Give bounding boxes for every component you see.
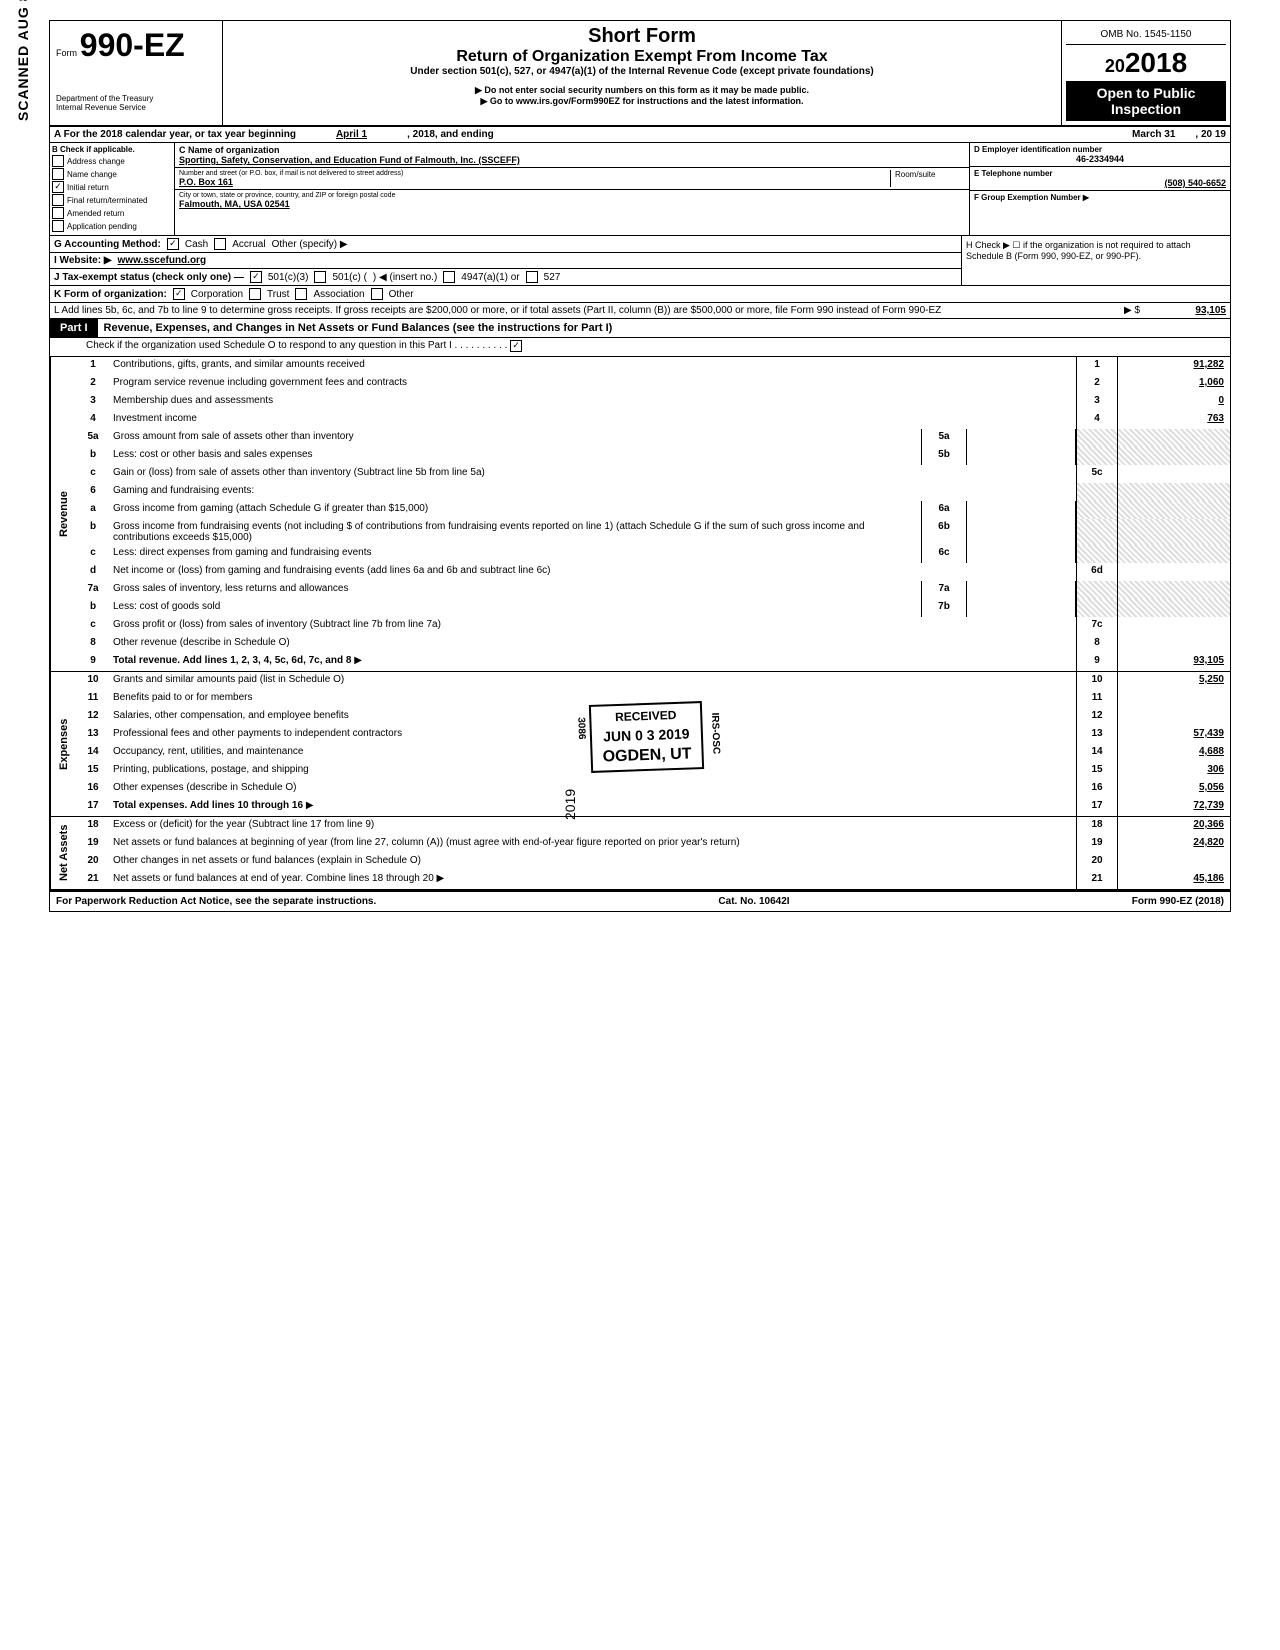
goto-url: ▶ Go to www.irs.gov/Form990EZ for instru…: [231, 96, 1053, 107]
org-name: Sporting, Safety, Conservation, and Educ…: [179, 155, 965, 165]
line15-val: 306: [1118, 762, 1230, 780]
chk-501c3[interactable]: ✓: [250, 271, 262, 283]
chk-address-change[interactable]: Address change: [52, 155, 172, 167]
footer-year-stamp: 2019: [562, 780, 578, 920]
revenue-side-label: Revenue: [50, 357, 77, 671]
cat-no: Cat. No. 10642I: [718, 896, 789, 907]
dln-number: 2949216639708 9: [918, 0, 1200, 1]
under-section: Under section 501(c), 527, or 4947(a)(1)…: [231, 66, 1053, 77]
line1-val: 91,282: [1118, 357, 1230, 375]
org-name-label: C Name of organization: [179, 145, 965, 155]
netassets-side-label: Net Assets: [50, 817, 77, 889]
chk-initial-return[interactable]: ✓Initial return: [52, 181, 172, 193]
chk-pending[interactable]: Application pending: [52, 220, 172, 232]
received-stamp: RECEIVED JUN 0 3 2019 OGDEN, UT IRS-OSC …: [589, 701, 704, 773]
tax-year: 202018: [1066, 44, 1226, 81]
end-year: , 20 19: [1195, 129, 1226, 140]
chk-501c[interactable]: [314, 271, 326, 283]
line9-val: 93,105: [1118, 653, 1230, 671]
chk-corp[interactable]: ✓: [173, 288, 185, 300]
part1-title: Revenue, Expenses, and Changes in Net As…: [98, 319, 619, 337]
section-de: D Employer identification number 46-2334…: [970, 143, 1230, 235]
row-g: G Accounting Method: ✓Cash Accrual Other…: [50, 236, 961, 253]
line14-val: 4,688: [1118, 744, 1230, 762]
line13-val: 57,439: [1118, 726, 1230, 744]
city-label: City or town, state or province, country…: [179, 192, 965, 199]
short-form-title: Short Form: [231, 25, 1053, 48]
section-c: C Name of organization Sporting, Safety,…: [175, 143, 970, 235]
form-page: SCANNED AUG 8 2019 Form 990-EZ Departmen…: [49, 20, 1231, 912]
form-prefix: Form: [56, 48, 77, 58]
row-k: K Form of organization: ✓Corporation Tru…: [50, 286, 1230, 303]
chk-final-return[interactable]: Final return/terminated: [52, 194, 172, 206]
ein-value: 46-2334944: [974, 154, 1226, 164]
netassets-section: Net Assets 18Excess or (deficit) for the…: [50, 817, 1230, 891]
open-public-badge: Open to Public Inspection: [1066, 81, 1226, 121]
line17-val: 72,739: [1118, 798, 1230, 816]
title-cell: Short Form Return of Organization Exempt…: [223, 21, 1062, 125]
chk-amended[interactable]: Amended return: [52, 207, 172, 219]
row-i: I Website: ▶ www.sscefund.org: [50, 253, 961, 269]
phone-label: E Telephone number: [974, 169, 1226, 178]
form-header: Form 990-EZ Department of the Treasury I…: [50, 21, 1230, 127]
chk-schedule-o[interactable]: ✓: [510, 340, 522, 352]
part1-check-line: Check if the organization used Schedule …: [82, 338, 1230, 356]
chk-527[interactable]: [526, 271, 538, 283]
line21-val: 45,186: [1118, 871, 1230, 889]
form-number-cell: Form 990-EZ Department of the Treasury I…: [50, 21, 223, 125]
addr-value: P.O. Box 161: [179, 177, 890, 187]
chk-4947[interactable]: [443, 271, 455, 283]
line18-val: 20,366: [1118, 817, 1230, 835]
row-a-label: A For the 2018 calendar year, or tax yea…: [54, 129, 296, 140]
expenses-side-label: Expenses: [50, 672, 77, 816]
info-grid: B Check if applicable. Address change Na…: [50, 143, 1230, 236]
ein-label: D Employer identification number: [974, 145, 1226, 154]
scanned-stamp: SCANNED AUG 8 2019: [15, 0, 31, 121]
gross-receipts: 93,105: [1146, 305, 1226, 316]
omb-cell: OMB No. 1545-1150 202018 Open to Public …: [1062, 21, 1230, 125]
begin-date: April 1: [336, 129, 367, 140]
row-a-mid: , 2018, and ending: [407, 129, 494, 140]
chk-accrual[interactable]: [214, 238, 226, 250]
part1-label: Part I: [50, 319, 98, 337]
row-a-tax-year: A For the 2018 calendar year, or tax yea…: [50, 127, 1230, 143]
return-title: Return of Organization Exempt From Incom…: [231, 48, 1053, 66]
phone-value: (508) 540-6652: [974, 178, 1226, 188]
line10-val: 5,250: [1118, 672, 1230, 690]
row-h: H Check ▶ ☐ if the organization is not r…: [961, 236, 1230, 285]
website-value: www.sscefund.org: [118, 255, 207, 266]
part1-header: Part I Revenue, Expenses, and Changes in…: [50, 319, 1230, 338]
section-b-header: B Check if applicable.: [52, 145, 172, 154]
chk-other-org[interactable]: [371, 288, 383, 300]
omb-number: OMB No. 1545-1150: [1066, 25, 1226, 44]
line4-val: 763: [1118, 411, 1230, 429]
line2-val: 1,060: [1118, 375, 1230, 393]
row-j: J Tax-exempt status (check only one) — ✓…: [50, 269, 961, 285]
section-b: B Check if applicable. Address change Na…: [50, 143, 175, 235]
footer: For Paperwork Reduction Act Notice, see …: [50, 891, 1230, 911]
revenue-section: Revenue 1Contributions, gifts, grants, a…: [50, 357, 1230, 672]
ssn-warning: ▶ Do not enter social security numbers o…: [231, 85, 1053, 96]
row-l: L Add lines 5b, 6c, and 7b to line 9 to …: [50, 303, 1230, 319]
chk-trust[interactable]: [249, 288, 261, 300]
paperwork-notice: For Paperwork Reduction Act Notice, see …: [56, 896, 376, 907]
chk-assoc[interactable]: [295, 288, 307, 300]
line19-val: 24,820: [1118, 835, 1230, 853]
form-number: 990-EZ: [80, 27, 185, 63]
line16-val: 5,056: [1118, 780, 1230, 798]
city-value: Falmouth, MA, USA 02541: [179, 199, 965, 209]
dept-treasury: Department of the Treasury: [56, 94, 216, 103]
form-footer: Form 990-EZ (2018): [1132, 896, 1224, 907]
addr-label: Number and street (or P.O. box, if mail …: [179, 170, 890, 177]
chk-name-change[interactable]: Name change: [52, 168, 172, 180]
group-exemption-label: F Group Exemption Number ▶: [974, 193, 1226, 202]
room-suite-label: Room/suite: [890, 170, 965, 187]
end-month: March 31: [1132, 129, 1175, 140]
chk-cash[interactable]: ✓: [167, 238, 179, 250]
line3-val: 0: [1118, 393, 1230, 411]
irs-label: Internal Revenue Service: [56, 103, 216, 112]
